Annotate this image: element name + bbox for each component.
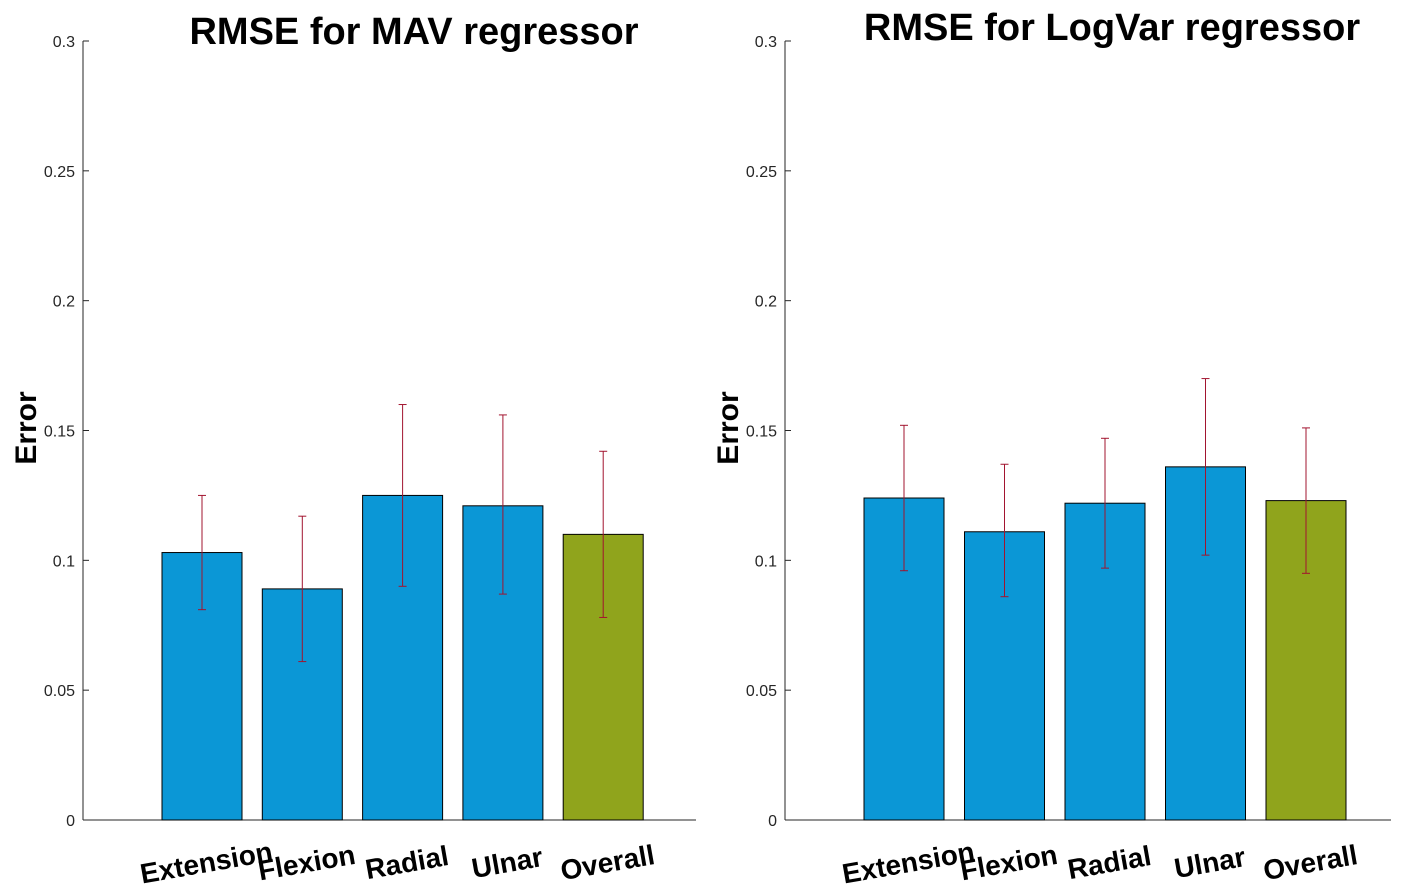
x-tick-label-radial: Radial xyxy=(363,840,451,885)
error-bar-radial xyxy=(398,404,407,587)
y-tick-label: 0.25 xyxy=(746,164,777,181)
chart-title: RMSE for MAV regressor xyxy=(189,11,638,53)
y-tick-label: 0.3 xyxy=(53,34,75,51)
error-bar-radial xyxy=(1101,437,1109,569)
y-tick-label: 0.15 xyxy=(44,424,75,441)
y-axis-label: Error xyxy=(712,391,745,465)
error-bar-extension xyxy=(198,494,206,611)
x-tick-label-overall: Overall xyxy=(558,839,657,886)
y-tick-label: 0 xyxy=(768,813,777,830)
error-bar-overall xyxy=(599,450,608,618)
y-tick-label: 0.1 xyxy=(755,553,777,570)
y-tick-label: 0.05 xyxy=(44,683,75,700)
error-bar-flexion xyxy=(298,515,307,663)
error-bar-ulnar xyxy=(1201,378,1210,556)
error-bar-extension xyxy=(900,424,908,572)
x-tick-label-extension: Extension xyxy=(138,836,275,890)
y-tick-label: 0.3 xyxy=(755,34,777,51)
y-tick-label: 0.25 xyxy=(44,164,75,181)
x-tick-label-ulnar: Ulnar xyxy=(469,841,545,884)
y-axis-label: Error xyxy=(10,391,43,465)
error-bar-ulnar xyxy=(498,414,507,595)
y-tick-label: 0 xyxy=(66,813,75,830)
y-tick-label: 0.1 xyxy=(53,553,75,570)
y-tick-label: 0.05 xyxy=(746,683,777,700)
error-bar-flexion xyxy=(1000,463,1009,598)
x-tick-label-extension: Extension xyxy=(840,836,977,890)
y-tick-label: 0.2 xyxy=(755,294,777,311)
x-tick-label-radial: Radial xyxy=(1065,840,1153,885)
x-tick-label-ulnar: Ulnar xyxy=(1172,841,1248,884)
x-tick-label-overall: Overall xyxy=(1261,839,1360,886)
chart-title: RMSE for LogVar regressor xyxy=(864,7,1360,49)
error-bar-overall xyxy=(1302,427,1310,574)
y-tick-label: 0.15 xyxy=(746,424,777,441)
y-tick-label: 0.2 xyxy=(53,294,75,311)
